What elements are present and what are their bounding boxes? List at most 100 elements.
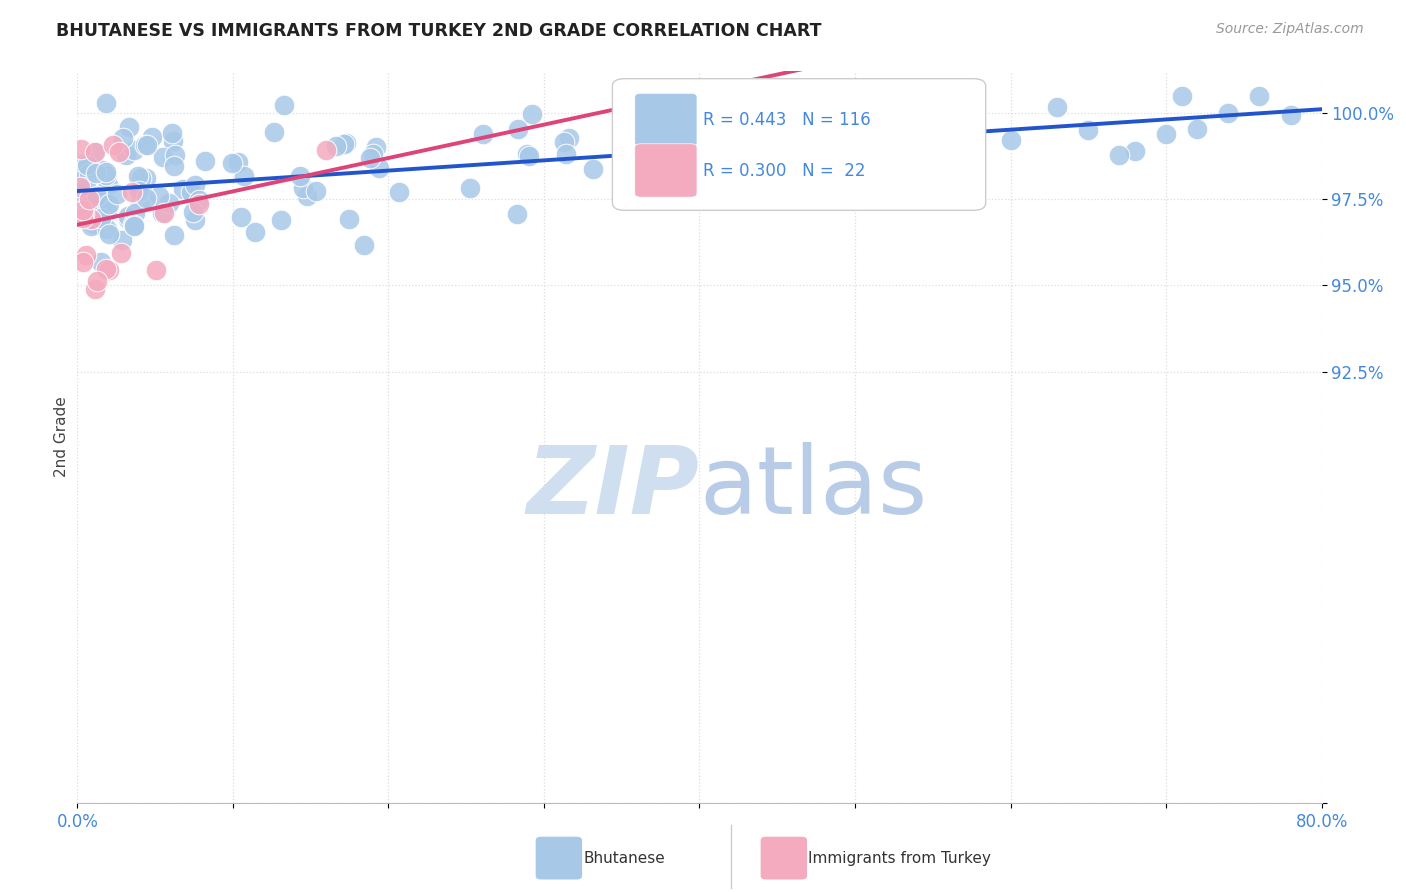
Point [96, 95, 118, 110]
Point [70, 142, 93, 156]
Point [94, 261, 117, 276]
Point [72, 202, 94, 217]
Point [121, 186, 143, 200]
Point [122, 219, 145, 233]
Point [471, 127, 494, 141]
Point [97, 178, 120, 192]
Point [790, 133, 813, 147]
Point [91, 194, 114, 209]
Point [1077, 123, 1099, 137]
Point [364, 139, 387, 153]
Point [229, 210, 252, 224]
Point [135, 171, 157, 186]
Point [128, 197, 150, 211]
Point [134, 137, 156, 152]
Point [72, 173, 94, 187]
Point [101, 137, 124, 152]
Point [184, 178, 207, 192]
Point [86, 188, 108, 202]
Point [127, 169, 149, 183]
Point [233, 169, 256, 184]
Point [180, 186, 202, 200]
Point [94, 165, 117, 179]
Point [77, 166, 100, 180]
Text: Bhutanese: Bhutanese [583, 851, 665, 865]
Point [107, 145, 129, 159]
Point [288, 169, 311, 184]
Point [516, 147, 538, 161]
Point [333, 137, 356, 152]
Point [105, 186, 128, 201]
Point [153, 206, 176, 220]
Point [245, 226, 267, 240]
Point [517, 148, 540, 162]
Point [683, 153, 706, 168]
Point [96, 222, 118, 236]
Point [160, 126, 183, 140]
Point [553, 135, 575, 149]
Point [90, 211, 112, 225]
Point [117, 211, 139, 226]
Point [128, 185, 150, 199]
Point [75, 180, 97, 194]
Point [75, 247, 97, 261]
Point [359, 151, 381, 165]
Point [69, 180, 91, 194]
Point [73, 207, 96, 221]
Point [72, 169, 94, 184]
Point [181, 204, 204, 219]
Point [70, 198, 93, 212]
Point [83, 217, 105, 231]
Point [337, 212, 360, 227]
Point [172, 182, 194, 196]
Point [582, 161, 605, 176]
Point [110, 246, 132, 260]
Point [162, 134, 184, 148]
Point [522, 106, 544, 120]
Point [163, 147, 186, 161]
Point [558, 130, 581, 145]
Point [145, 263, 167, 277]
Point [117, 209, 139, 223]
FancyBboxPatch shape [634, 144, 697, 197]
Point [779, 121, 801, 136]
Point [292, 181, 315, 195]
Point [77, 160, 100, 174]
Point [83, 281, 105, 295]
Point [1108, 148, 1130, 162]
Point [295, 188, 318, 202]
Point [72, 156, 94, 170]
Point [129, 170, 152, 185]
Point [163, 228, 186, 243]
Point [188, 193, 211, 207]
Text: Source: ZipAtlas.com: Source: ZipAtlas.com [1216, 22, 1364, 37]
Point [141, 130, 163, 145]
Point [76, 158, 98, 172]
Point [1249, 88, 1271, 103]
FancyBboxPatch shape [634, 94, 697, 146]
Point [150, 206, 173, 220]
FancyBboxPatch shape [613, 78, 986, 211]
Point [1123, 144, 1146, 158]
Point [84, 166, 107, 180]
Point [157, 195, 180, 210]
Text: R = 0.300   N =  22: R = 0.300 N = 22 [703, 161, 866, 180]
Point [335, 136, 357, 151]
Point [1187, 121, 1209, 136]
Point [315, 143, 337, 157]
Point [184, 212, 207, 227]
Text: R = 0.443   N = 116: R = 0.443 N = 116 [703, 112, 870, 129]
Point [89, 191, 111, 205]
Point [641, 120, 664, 135]
Point [122, 218, 145, 232]
Point [1046, 100, 1069, 114]
Text: atlas: atlas [700, 442, 928, 534]
Point [148, 189, 170, 203]
Point [270, 212, 292, 227]
Point [112, 131, 135, 145]
Point [131, 184, 153, 198]
Point [508, 121, 530, 136]
Point [91, 162, 114, 177]
Point [273, 98, 295, 112]
Point [82, 215, 104, 229]
